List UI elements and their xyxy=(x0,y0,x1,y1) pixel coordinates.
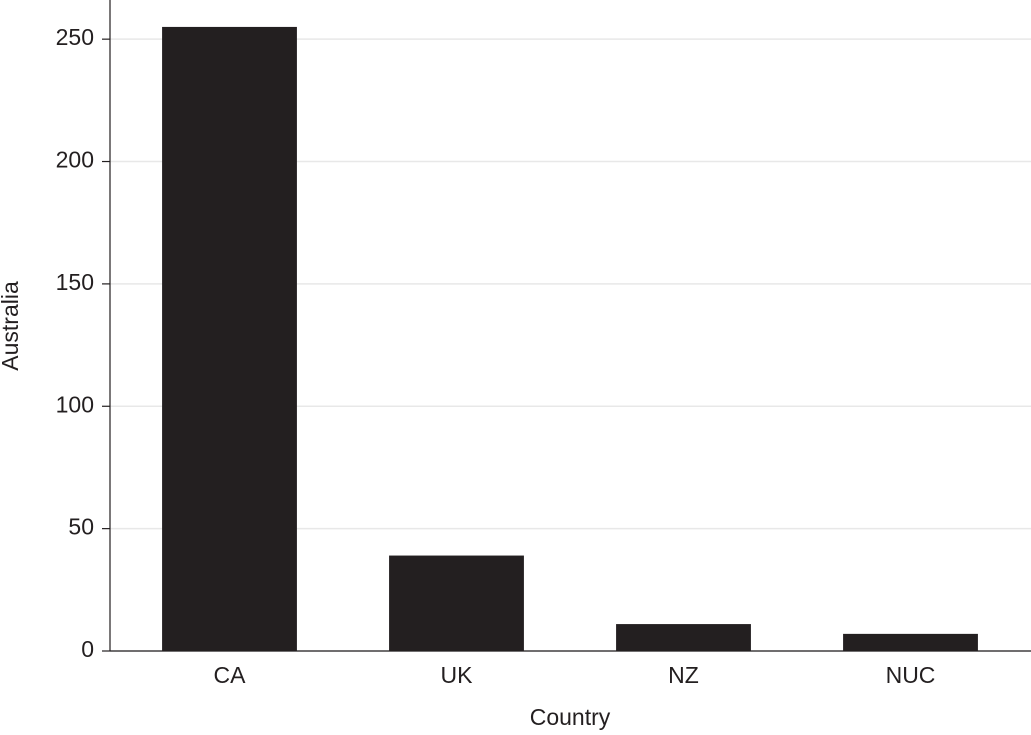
y-tick-label: 0 xyxy=(81,636,94,662)
y-tick-label: 200 xyxy=(56,147,94,173)
y-tick-label: 100 xyxy=(56,391,94,417)
y-tick-label: 50 xyxy=(68,514,94,540)
y-axis-label: Australia xyxy=(0,281,23,371)
bar xyxy=(616,624,751,651)
y-tick-label: 250 xyxy=(56,24,94,50)
bar xyxy=(162,26,297,651)
x-tick-label: NUC xyxy=(886,662,936,688)
x-tick-label: CA xyxy=(214,662,247,688)
x-tick-label: NZ xyxy=(668,662,699,688)
x-tick-label: UK xyxy=(441,662,474,688)
bar xyxy=(843,633,978,651)
y-tick-label: 150 xyxy=(56,269,94,295)
bar xyxy=(389,555,524,651)
x-axis-label: Country xyxy=(530,704,611,730)
